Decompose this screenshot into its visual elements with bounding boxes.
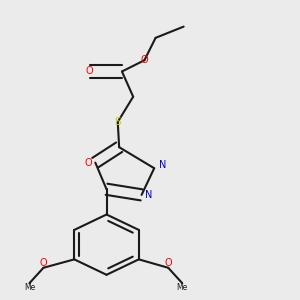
Text: O: O xyxy=(85,158,92,168)
Text: S: S xyxy=(114,117,121,127)
Text: O: O xyxy=(40,258,47,268)
Text: Me: Me xyxy=(24,283,35,292)
Text: N: N xyxy=(159,160,166,170)
Text: O: O xyxy=(86,67,94,76)
Text: N: N xyxy=(145,190,152,200)
Text: O: O xyxy=(141,55,148,65)
Text: O: O xyxy=(164,258,172,268)
Text: Me: Me xyxy=(177,283,188,292)
